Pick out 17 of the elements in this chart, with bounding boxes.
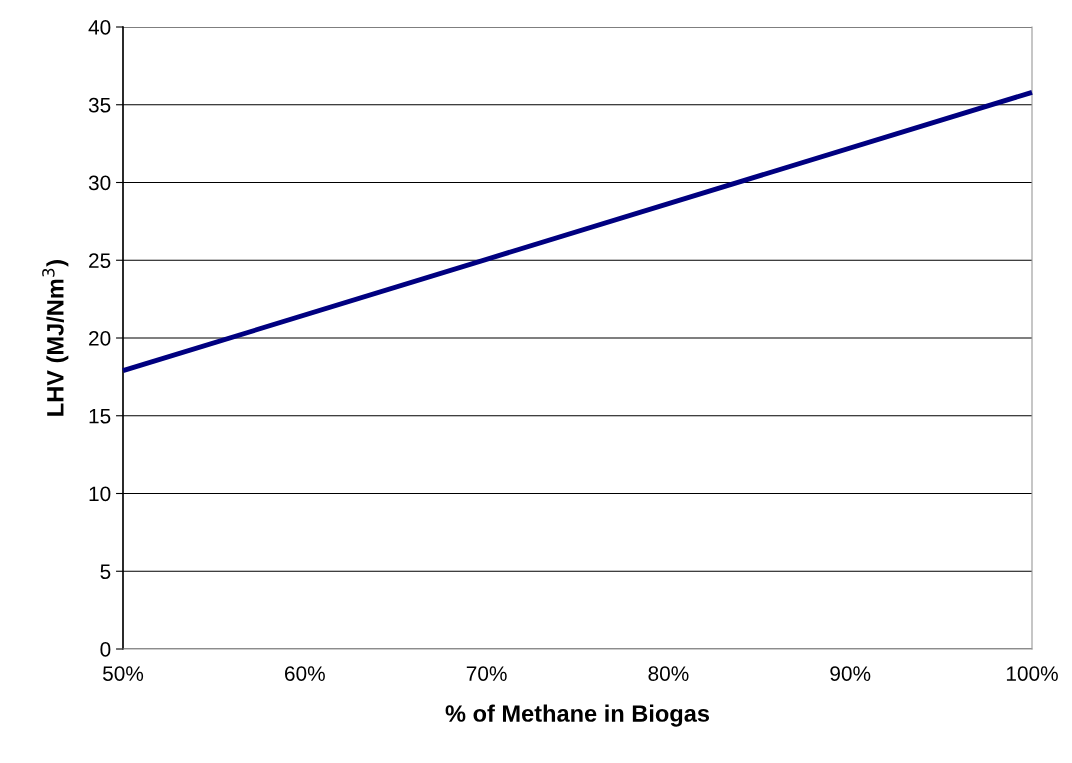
y-tick-label: 40 bbox=[88, 20, 111, 35]
y-tick-label: 20 bbox=[89, 331, 111, 346]
x-axis-title: % of Methane in Biogas bbox=[445, 704, 710, 727]
x-tick-label: 50% bbox=[102, 666, 144, 681]
x-tick-label: 90% bbox=[830, 666, 871, 681]
y-tick-label: 35 bbox=[88, 97, 111, 113]
y-tick-label: 10 bbox=[89, 486, 111, 502]
x-tick-label: 100% bbox=[1006, 666, 1058, 681]
y-tick-label: 0 bbox=[100, 642, 111, 657]
y-tick-label: 15 bbox=[89, 408, 111, 424]
x-tick-label: 60% bbox=[285, 666, 325, 681]
y-tick-label: 5 bbox=[100, 564, 111, 579]
y-tick-label: 25 bbox=[89, 253, 111, 268]
y-tick-label: 30 bbox=[88, 175, 111, 191]
x-tick-label: 80% bbox=[648, 666, 689, 681]
y-axis-title: LHV (MJ/Nm$^{3}$) bbox=[42, 260, 69, 416]
x-tick-label: 70% bbox=[466, 666, 507, 681]
